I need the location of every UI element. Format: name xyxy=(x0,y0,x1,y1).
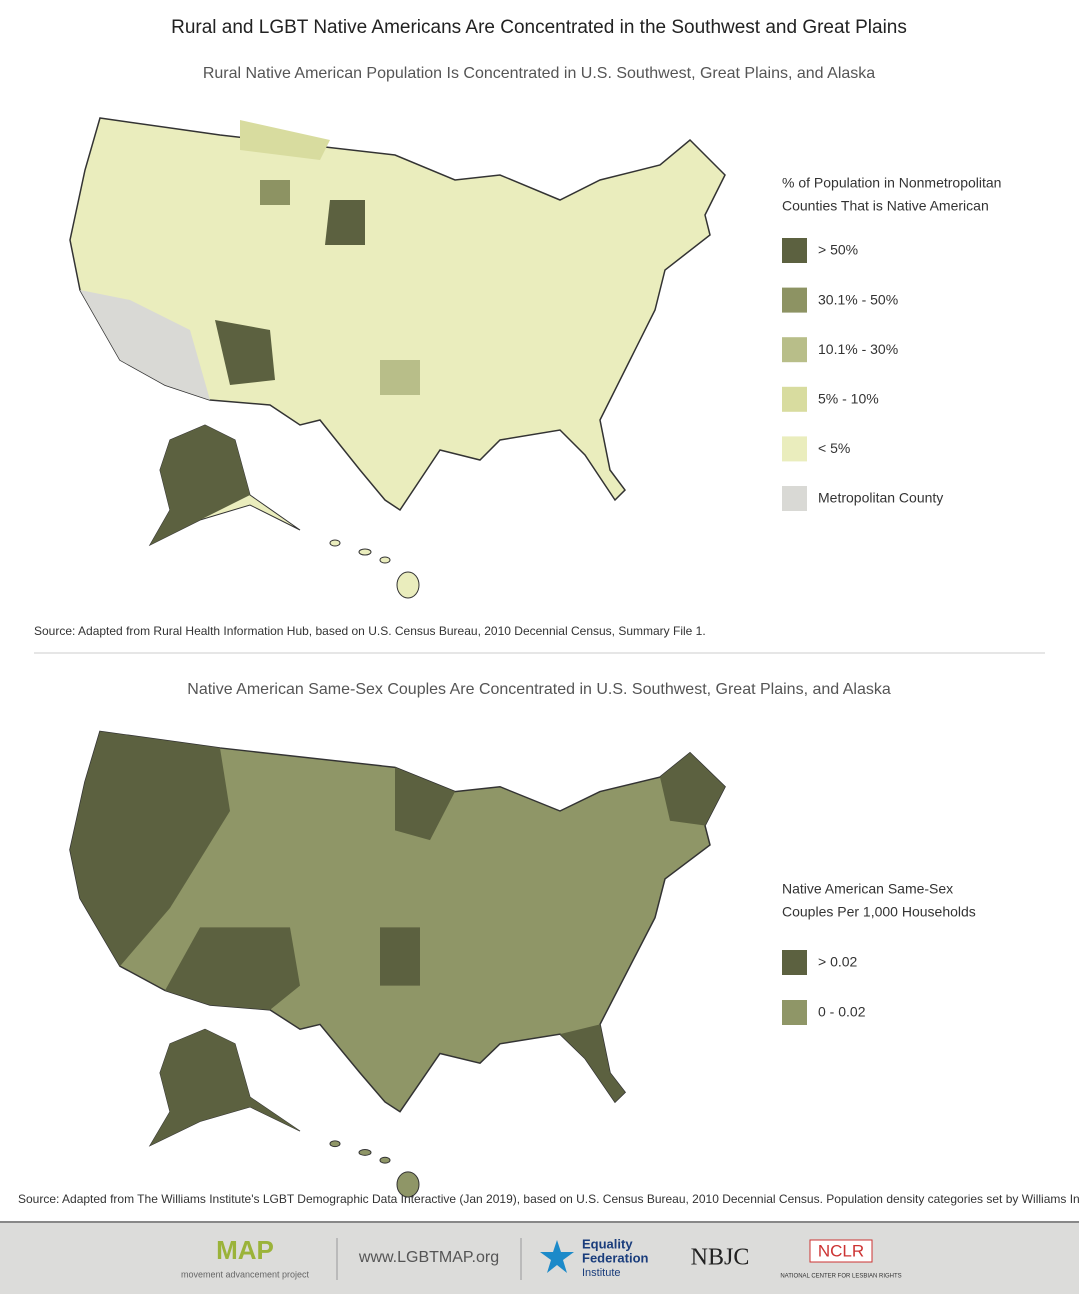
legend-label: 10.1% - 30% xyxy=(818,341,898,357)
url: www.LGBTMAP.org xyxy=(358,1249,499,1266)
legend-label: 0 - 0.02 xyxy=(818,1004,866,1020)
legend-swatch xyxy=(782,386,807,412)
map-rural xyxy=(69,117,726,599)
legend-swatch xyxy=(782,1000,807,1025)
efi-logo: Equality xyxy=(582,1236,633,1251)
map-tagline: movement advancement project xyxy=(181,1269,310,1279)
efi-logo: Federation xyxy=(582,1250,649,1265)
nclr-logo: NCLR xyxy=(818,1241,864,1260)
legend-label: 30.1% - 50% xyxy=(818,291,898,307)
nbjc-logo: NBJC xyxy=(691,1245,750,1271)
efi-logo: Institute xyxy=(582,1267,621,1279)
legend-title: % of Population in Nonmetropolitan xyxy=(782,175,1001,191)
legend-swatch xyxy=(782,436,807,462)
map-couples xyxy=(69,730,726,1198)
legend-label: > 0.02 xyxy=(818,954,858,970)
map-logo: MAP xyxy=(216,1235,274,1265)
legend-label: > 50% xyxy=(818,242,858,258)
legend-label: < 5% xyxy=(818,440,850,456)
legend-swatch xyxy=(782,238,807,263)
footer: MAP movement advancement project www.LGB… xyxy=(0,1221,1079,1294)
legend-swatch xyxy=(782,287,807,313)
legend-swatch xyxy=(782,337,807,363)
source: Source: Adapted from The Williams Instit… xyxy=(18,1192,1079,1206)
nclr-tagline: NATIONAL CENTER FOR LESBIAN RIGHTS xyxy=(780,1274,901,1280)
legend-swatch xyxy=(782,950,807,975)
subtitle: Rural Native American Population Is Conc… xyxy=(203,65,875,82)
legend-swatch xyxy=(782,486,807,511)
subtitle: Native American Same-Sex Couples Are Con… xyxy=(187,681,891,698)
legend-title: Native American Same-Sex xyxy=(782,881,953,897)
source: Source: Adapted from Rural Health Inform… xyxy=(34,624,706,638)
legend-label: 5% - 10% xyxy=(818,391,879,407)
legend-title: Counties That is Native American xyxy=(782,198,989,214)
legend-title: Couples Per 1,000 Households xyxy=(782,904,976,920)
title: Rural and LGBT Native Americans Are Conc… xyxy=(171,17,907,38)
legend-label: Metropolitan County xyxy=(818,490,943,506)
